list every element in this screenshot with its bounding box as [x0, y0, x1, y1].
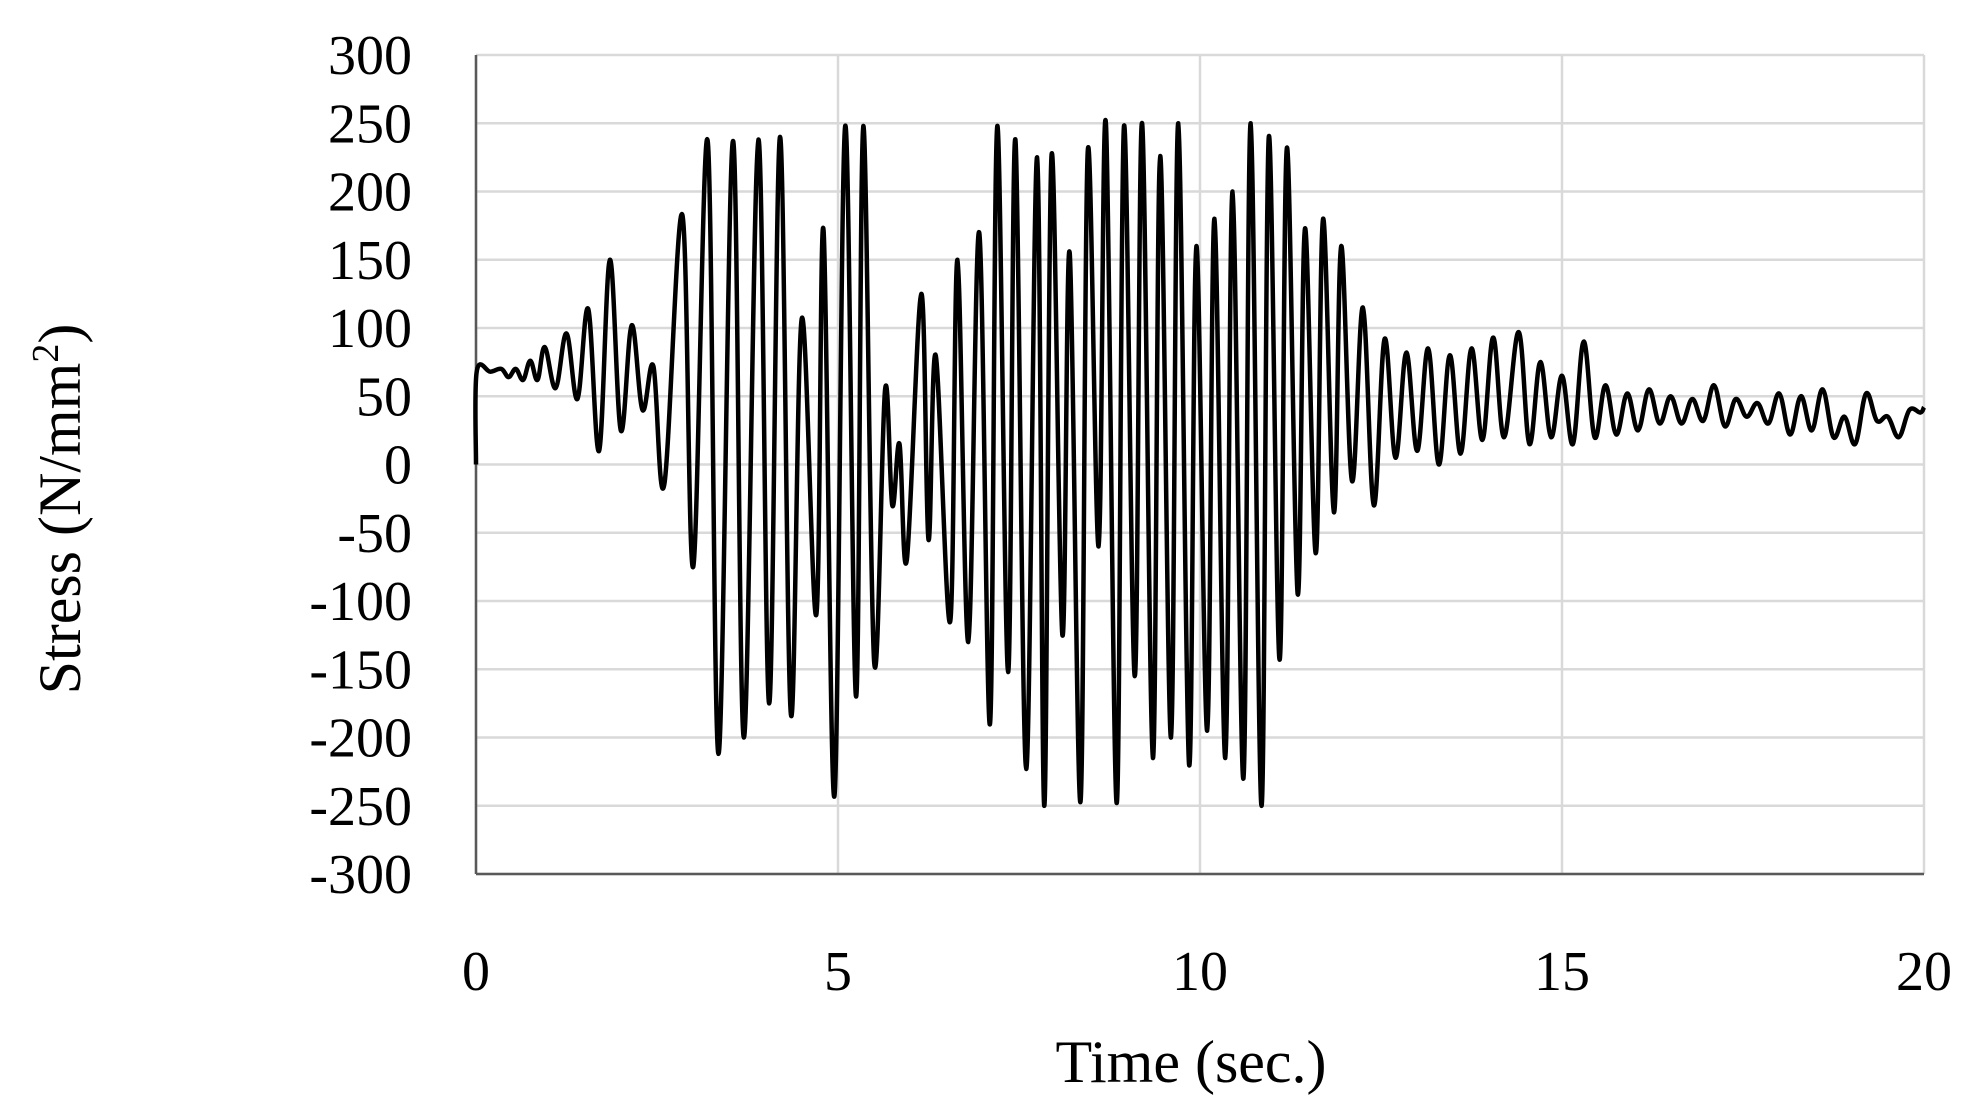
y-tick-label: 150 [328, 230, 412, 292]
y-tick-label: 50 [356, 366, 412, 428]
y-axis-title-superscript: 2 [25, 344, 67, 363]
stress-series-line [473, 117, 1927, 809]
y-tick-label: -100 [309, 571, 412, 633]
x-tick-label: 0 [462, 941, 490, 1003]
y-tick-label: 0 [384, 435, 412, 497]
y-tick-label: 300 [328, 25, 412, 87]
y-tick-label: -50 [337, 503, 412, 565]
y-tick-label: -150 [309, 639, 412, 701]
x-axis-title: Time (sec.) [1055, 1029, 1326, 1095]
y-tick-label: 250 [328, 93, 412, 155]
x-tick-label: 20 [1896, 941, 1952, 1003]
y-tick-label: -250 [309, 776, 412, 838]
x-tick-labels: 0 5 10 15 20 [462, 941, 1952, 1003]
x-tick-label: 10 [1172, 941, 1228, 1003]
x-tick-label: 15 [1534, 941, 1590, 1003]
x-tick-label: 5 [824, 941, 852, 1003]
y-tick-label: 200 [328, 162, 412, 224]
y-axis-title-main: Stress (N/mm [27, 363, 93, 695]
y-tick-label: -300 [309, 844, 412, 906]
y-tick-label: 100 [328, 298, 412, 360]
series-layer [473, 117, 1927, 809]
y-axis-title-close: ) [27, 324, 93, 344]
y-axis-title: Stress (N/mm2) [25, 324, 93, 695]
y-tick-label: -200 [309, 708, 412, 770]
